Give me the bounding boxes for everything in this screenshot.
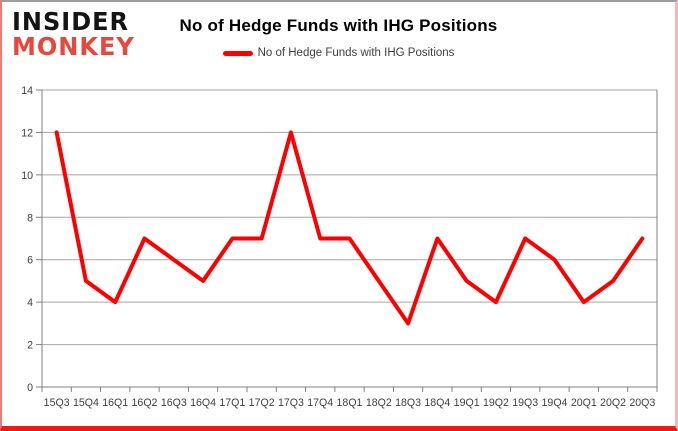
legend-label: No of Hedge Funds with IHG Positions [257,47,455,59]
x-tick-label: 18Q3 [395,397,421,409]
x-tick-label: 15Q3 [44,397,70,409]
y-tick-label: 14 [21,85,33,97]
insider-monkey-logo: INSIDER MONKEY [12,6,135,61]
x-tick-label: 18Q2 [366,397,392,409]
x-tick-label: 17Q1 [219,397,245,409]
x-tick-label: 16Q4 [190,397,216,409]
x-tick-label: 19Q4 [542,397,568,409]
x-tick-label: 16Q2 [132,397,158,409]
chart-title: No of Hedge Funds with IHG Positions [179,16,498,35]
x-tick-label: 20Q1 [571,397,597,409]
line-chart: 0 2 4 6 8 10 12 14 15Q3 15Q4 16Q1 16Q2 16Q3 16Q4 17Q1 1… [21,85,658,409]
x-tick-label: 20Q3 [629,397,655,409]
y-tick-label: 8 [27,212,33,224]
legend-line-marker [222,50,253,56]
x-tick-label: 17Q2 [249,397,275,409]
x-tick-label: 16Q1 [102,397,128,409]
logo-text-monkey: MONKEY [12,31,135,61]
x-tick-label: 17Q4 [307,397,333,409]
y-tick-label: 4 [27,297,33,309]
x-tick-label: 18Q1 [337,397,363,409]
x-tick-label: 18Q4 [424,397,450,409]
y-tick-label: 0 [27,382,33,394]
x-tick-label: 19Q3 [512,397,538,409]
chart-legend: No of Hedge Funds with IHG Positions [2,47,675,59]
x-tick-label: 19Q2 [483,397,509,409]
y-tick-label: 10 [21,170,33,182]
x-tick-label: 17Q3 [278,397,304,409]
logo-text-insider: INSIDER [12,6,130,37]
title-block: No of Hedge Funds with IHG Positions No … [2,2,675,59]
y-tick-label: 12 [21,127,33,139]
y-tick-label: 2 [27,340,33,352]
x-tick-label: 15Q4 [73,397,99,409]
series-line [54,130,645,326]
x-tick-label: 16Q3 [161,397,187,409]
x-tick-label: 19Q1 [454,397,480,409]
x-tick-label: 20Q2 [600,397,626,409]
y-tick-label: 6 [27,255,33,267]
chart-header: INSIDER MONKEY No of Hedge Funds with IH… [2,2,675,80]
